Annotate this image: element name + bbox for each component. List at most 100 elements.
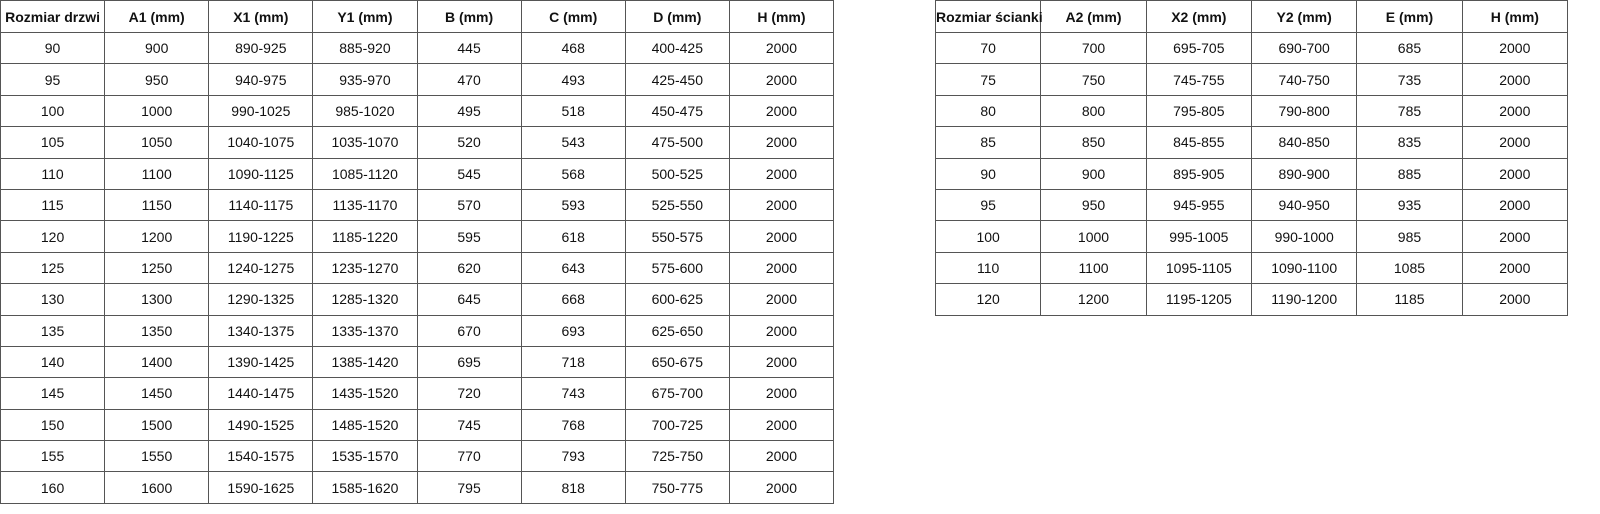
table-cell: 593 — [520, 188, 626, 222]
table-cell: 1290-1325 — [208, 283, 314, 316]
table-cell: 2000 — [728, 220, 835, 253]
table-cell: 940-975 — [208, 63, 314, 96]
table-row: 100 1000 990-1025 985-1020 495 518 450-475 2000 — [0, 94, 835, 128]
table-cell: 575-600 — [624, 251, 730, 285]
table-cell: 985 — [1356, 220, 1463, 253]
table-cell: 493 — [520, 63, 626, 96]
table-cell: 95 — [0, 63, 106, 96]
table-cell: 1195-1205 — [1145, 283, 1252, 316]
table-cell: 845-855 — [1145, 126, 1252, 159]
table-row: 120 1200 1195-1205 1190-1200 1185 2000 — [934, 283, 1569, 316]
table-cell: 130 — [0, 283, 106, 316]
column-header: H (mm) — [1461, 0, 1569, 33]
table-row: 80 800 795-805 790-800 785 2000 — [934, 94, 1569, 128]
table-row: 120 1200 1190-1225 1185-1220 595 618 550-575 20… — [0, 220, 835, 253]
table-cell: 1040-1075 — [208, 126, 314, 159]
table-cell: 1190-1200 — [1250, 283, 1358, 316]
table-cell: 795 — [416, 471, 522, 504]
table-cell: 570 — [416, 188, 522, 222]
table-cell: 2000 — [1461, 126, 1569, 159]
column-header: C (mm) — [520, 0, 626, 33]
table-cell: 1190-1225 — [208, 220, 314, 253]
table-row: 110 1100 1090-1125 1085-1120 545 568 500-525 20… — [0, 157, 835, 190]
table-cell: 985-1020 — [312, 94, 418, 128]
table-cell: 2000 — [728, 94, 835, 128]
table-cell: 743 — [520, 377, 626, 410]
table-cell: 2000 — [1461, 220, 1569, 253]
table-cell: 400-425 — [624, 31, 730, 65]
table-cell: 750 — [1040, 63, 1147, 96]
table-cell: 835 — [1356, 126, 1463, 159]
table-row: 85 850 845-855 840-850 835 2000 — [934, 126, 1569, 159]
table-cell: 1140-1175 — [208, 188, 314, 222]
table-cell: 1285-1320 — [312, 283, 418, 316]
table-cell: 2000 — [728, 126, 835, 159]
table-cell: 568 — [520, 157, 626, 190]
table-cell: 695 — [416, 345, 522, 379]
table-cell: 2000 — [1461, 31, 1569, 65]
table-cell: 1490-1525 — [208, 408, 314, 442]
table-row: 130 1300 1290-1325 1285-1320 645 668 600-625 20… — [0, 283, 835, 316]
table-cell: 745 — [416, 408, 522, 442]
table-row: 155 1550 1540-1575 1535-1570 770 793 725-750 20… — [0, 440, 835, 473]
table-cell: 450-475 — [624, 94, 730, 128]
table-cell: 2000 — [728, 63, 835, 96]
table-cell: 110 — [934, 251, 1042, 285]
table-cell: 1440-1475 — [208, 377, 314, 410]
table-row: 105 1050 1040-1075 1035-1070 520 543 475-500 20… — [0, 126, 835, 159]
table-cell: 425-450 — [624, 63, 730, 96]
column-header: Rozmiar ścianki — [934, 0, 1043, 33]
table-cell: 618 — [520, 220, 626, 253]
table-cell: 990-1000 — [1250, 220, 1358, 253]
table-cell: 2000 — [728, 377, 835, 410]
table-cell: 693 — [520, 314, 626, 347]
table-cell: 550-575 — [624, 220, 730, 253]
table-cell: 145 — [0, 377, 106, 410]
table-cell: 785 — [1356, 94, 1463, 128]
header-row: Rozmiar drzwi A1 (mm) X1 (mm) Y1 (mm) B (mm)… — [0, 0, 835, 33]
table-cell: 900 — [104, 31, 210, 65]
table-cell: 518 — [520, 94, 626, 128]
column-header: A1 (mm) — [104, 0, 210, 33]
table-cell: 1600 — [104, 471, 210, 504]
table-cell: 110 — [0, 157, 106, 190]
table-cell: 140 — [0, 345, 106, 379]
table-cell: 940-950 — [1250, 188, 1358, 222]
table-cell: 1090-1125 — [208, 157, 314, 190]
column-header: E (mm) — [1356, 0, 1463, 33]
column-header: D (mm) — [624, 0, 730, 33]
table-cell: 700-725 — [624, 408, 730, 442]
table-cell: 745-755 — [1145, 63, 1252, 96]
table-cell: 2000 — [728, 157, 835, 190]
table-cell: 160 — [0, 471, 106, 504]
table-cell: 120 — [934, 283, 1042, 316]
table-cell: 625-650 — [624, 314, 730, 347]
table-cell: 935 — [1356, 188, 1463, 222]
table-cell: 120 — [0, 220, 106, 253]
table-cell: 1090-1100 — [1250, 251, 1358, 285]
table-cell: 800 — [1040, 94, 1147, 128]
table-cell: 890-925 — [208, 31, 314, 65]
table-cell: 525-550 — [624, 188, 730, 222]
table-cell: 1300 — [104, 283, 210, 316]
column-header: X2 (mm) — [1145, 0, 1252, 33]
table-cell: 2000 — [728, 251, 835, 285]
table-cell: 1185 — [1356, 283, 1463, 316]
table-row: 100 1000 995-1005 990-1000 985 2000 — [934, 220, 1569, 253]
column-header: A2 (mm) — [1040, 0, 1147, 33]
table-cell: 885-920 — [312, 31, 418, 65]
table-cell: 80 — [934, 94, 1042, 128]
table-cell: 1335-1370 — [312, 314, 418, 347]
table-cell: 620 — [416, 251, 522, 285]
table-cell: 2000 — [1461, 157, 1569, 190]
table-cell: 468 — [520, 31, 626, 65]
table-cell: 890-900 — [1250, 157, 1358, 190]
table-cell: 950 — [1040, 188, 1147, 222]
table-cell: 595 — [416, 220, 522, 253]
table-cell: 1535-1570 — [312, 440, 418, 473]
column-header: H (mm) — [728, 0, 835, 33]
table-cell: 1000 — [104, 94, 210, 128]
column-header: B (mm) — [416, 0, 522, 33]
column-header: Y1 (mm) — [312, 0, 418, 33]
table-cell: 1035-1070 — [312, 126, 418, 159]
